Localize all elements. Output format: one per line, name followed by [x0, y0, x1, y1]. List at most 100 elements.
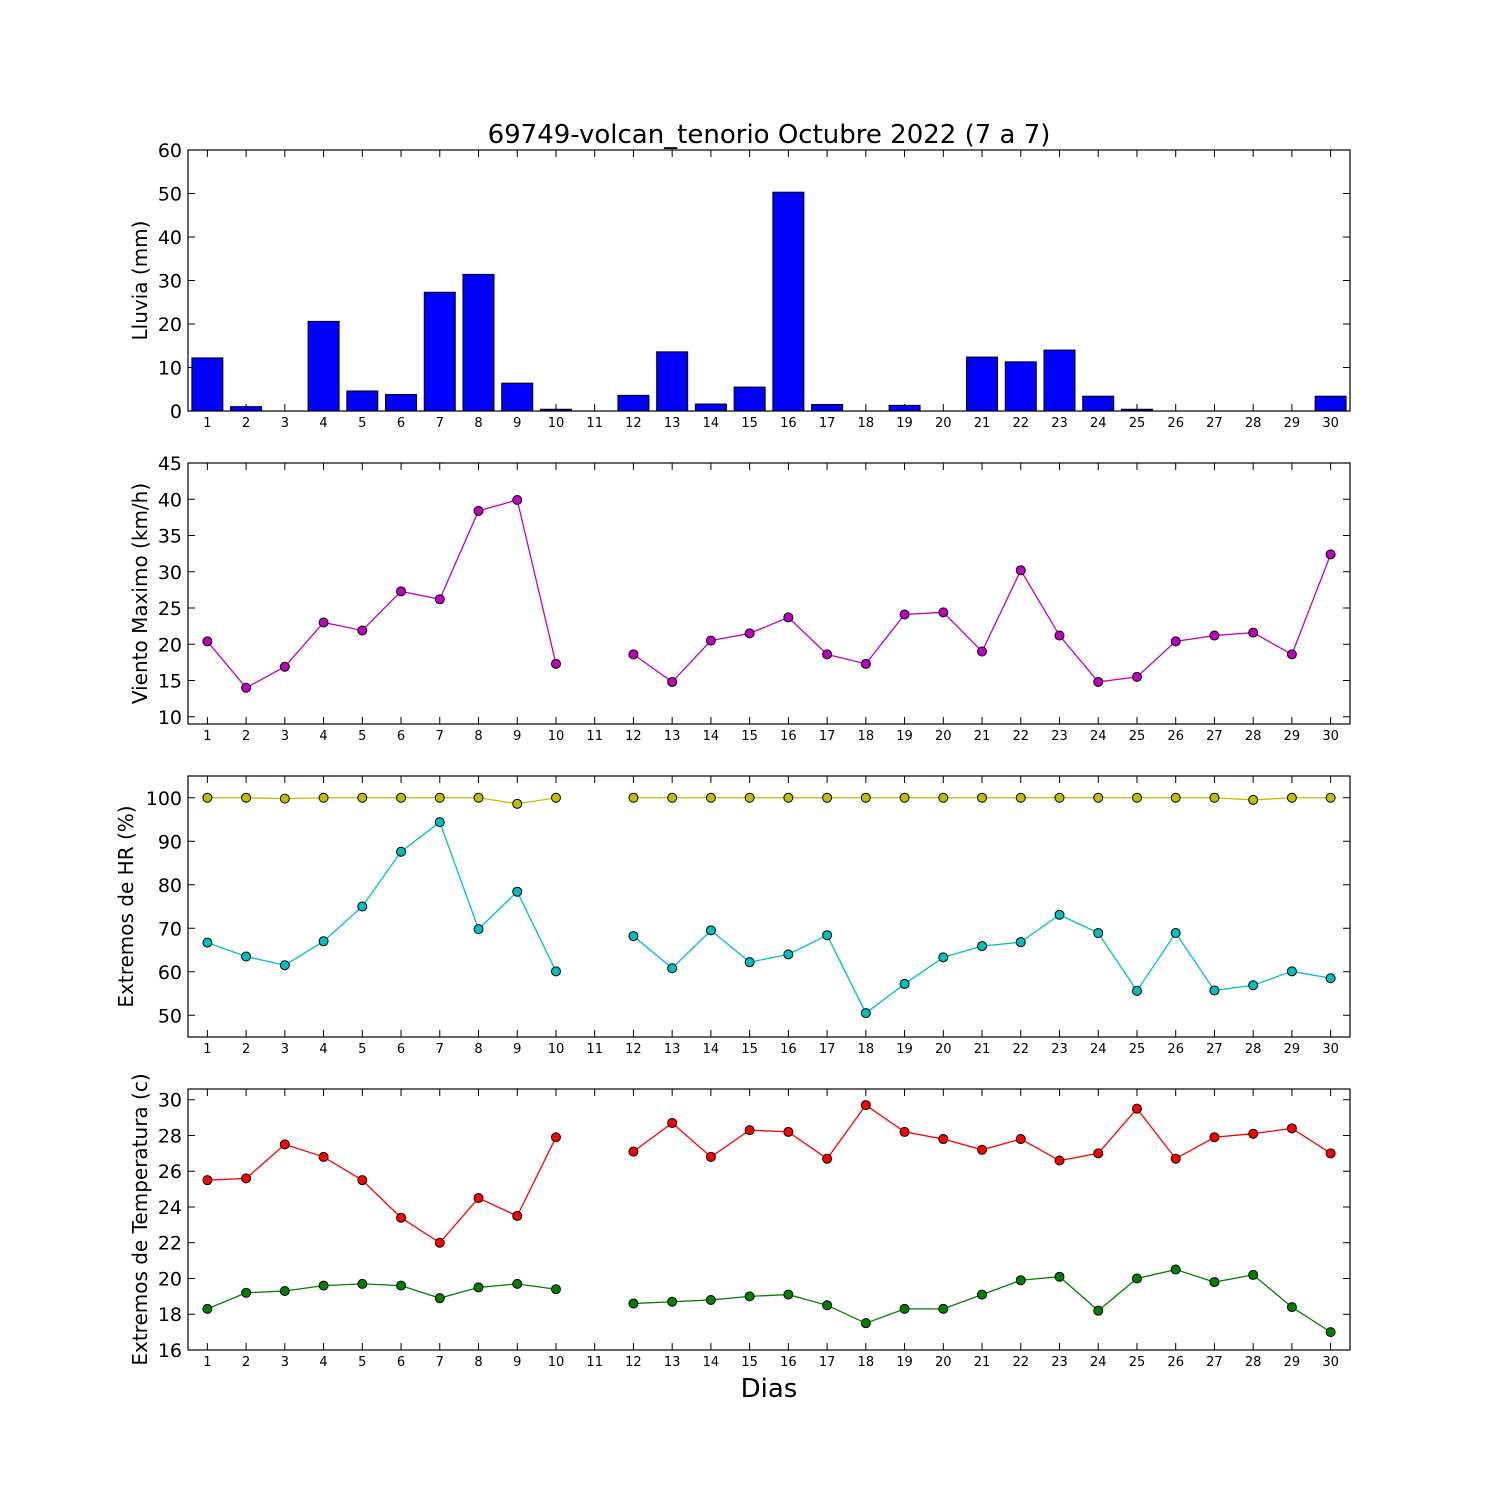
point-day-3	[279, 793, 290, 804]
y-tick-label: 60	[158, 140, 182, 162]
x-tick-label: 12	[625, 416, 642, 431]
x-tick-label: 20	[935, 1355, 952, 1370]
x-tick-label: 9	[513, 1042, 521, 1057]
point-day-16	[783, 792, 794, 803]
point-day-9	[512, 886, 523, 897]
x-tick-label: 7	[436, 1355, 444, 1370]
x-tick-label: 22	[1012, 1355, 1029, 1370]
point-day-27	[1209, 630, 1220, 641]
point-day-21	[977, 792, 988, 803]
point-day-1	[202, 792, 213, 803]
x-tick-label: 26	[1167, 1042, 1184, 1057]
point-day-4	[318, 1280, 329, 1291]
point-day-1	[202, 636, 213, 647]
point-day-13	[667, 676, 678, 687]
point-day-16	[783, 612, 794, 623]
point-day-2	[241, 1173, 252, 1184]
point-day-22	[1015, 1275, 1026, 1286]
x-tick-label: 16	[780, 1355, 797, 1370]
point-day-8	[473, 924, 484, 935]
point-day-17	[822, 792, 833, 803]
x-tick-label: 18	[858, 416, 875, 431]
x-tick-label: 18	[858, 1355, 875, 1370]
bar-day-23	[1043, 349, 1076, 412]
point-day-3	[279, 960, 290, 971]
point-day-27	[1209, 792, 1220, 803]
x-tick-label: 9	[513, 1355, 521, 1370]
x-tick-label: 20	[935, 1042, 952, 1057]
series-line-2	[207, 821, 557, 972]
point-day-26	[1170, 636, 1181, 647]
point-day-8	[473, 1193, 484, 1204]
x-tick-label: 30	[1322, 1042, 1339, 1057]
x-tick-label: 17	[819, 1355, 836, 1370]
y-axis-label: Extremos de HR (%)	[114, 805, 138, 1007]
series-line-1	[207, 1136, 557, 1244]
point-day-18	[860, 658, 871, 669]
x-tick-label: 15	[741, 729, 758, 744]
x-tick-label: 28	[1245, 1355, 1262, 1370]
series-line-2	[633, 1268, 1331, 1333]
point-day-24	[1093, 928, 1104, 939]
bar-day-19	[888, 404, 921, 412]
plot-frame	[187, 149, 1351, 412]
y-tick-label: 30	[158, 271, 182, 293]
point-day-24	[1093, 1148, 1104, 1159]
point-day-25	[1131, 1273, 1142, 1284]
point-day-13	[667, 1117, 678, 1128]
bar-day-14	[694, 403, 727, 412]
x-tick-label: 24	[1090, 416, 1107, 431]
x-tick-label: 5	[358, 416, 366, 431]
y-tick-label: 15	[158, 671, 182, 693]
point-day-12	[628, 649, 639, 660]
point-day-14	[705, 635, 716, 646]
x-tick-label: 24	[1090, 1355, 1107, 1370]
bar-day-2	[230, 406, 263, 412]
point-day-5	[357, 625, 368, 636]
point-day-28	[1248, 794, 1259, 805]
point-day-8	[473, 792, 484, 803]
x-tick-label: 10	[548, 1355, 565, 1370]
point-day-5	[357, 901, 368, 912]
x-tick-label: 29	[1284, 1042, 1301, 1057]
x-tick-label: 2	[242, 416, 250, 431]
point-day-22	[1015, 1134, 1026, 1145]
x-tick-label: 23	[1051, 416, 1068, 431]
x-tick-label: 23	[1051, 1042, 1068, 1057]
point-day-6	[396, 846, 407, 857]
y-tick-label: 28	[158, 1125, 182, 1147]
y-tick-label: 24	[158, 1197, 182, 1219]
y-tick-label: 20	[158, 314, 182, 336]
point-day-20	[938, 792, 949, 803]
point-day-19	[899, 978, 910, 989]
point-day-30	[1325, 549, 1336, 560]
point-day-12	[628, 792, 639, 803]
series-line-1	[207, 797, 557, 805]
point-day-21	[977, 646, 988, 657]
y-tick-label: 26	[158, 1161, 182, 1183]
y-tick-label: 18	[158, 1304, 182, 1326]
series-line-1	[633, 554, 1332, 683]
point-day-27	[1209, 1277, 1220, 1288]
point-day-25	[1131, 985, 1142, 996]
x-tick-label: 28	[1245, 1042, 1262, 1057]
y-tick-label: 70	[158, 918, 182, 940]
y-tick-label: 22	[158, 1233, 182, 1255]
x-tick-label: 10	[548, 416, 565, 431]
y-tick-label: 40	[158, 227, 182, 249]
point-day-29	[1286, 966, 1297, 977]
x-tick-label: 8	[474, 416, 482, 431]
point-day-18	[860, 1008, 871, 1019]
x-tick-label: 11	[586, 1042, 603, 1057]
point-day-26	[1170, 1153, 1181, 1164]
bar-day-12	[617, 394, 650, 412]
point-day-3	[279, 661, 290, 672]
x-tick-label: 5	[358, 1042, 366, 1057]
y-tick-label: 25	[158, 598, 182, 620]
x-tick-label: 8	[474, 729, 482, 744]
series-line-2	[207, 1283, 557, 1310]
point-day-15	[744, 628, 755, 639]
y-tick-label: 10	[158, 358, 182, 380]
